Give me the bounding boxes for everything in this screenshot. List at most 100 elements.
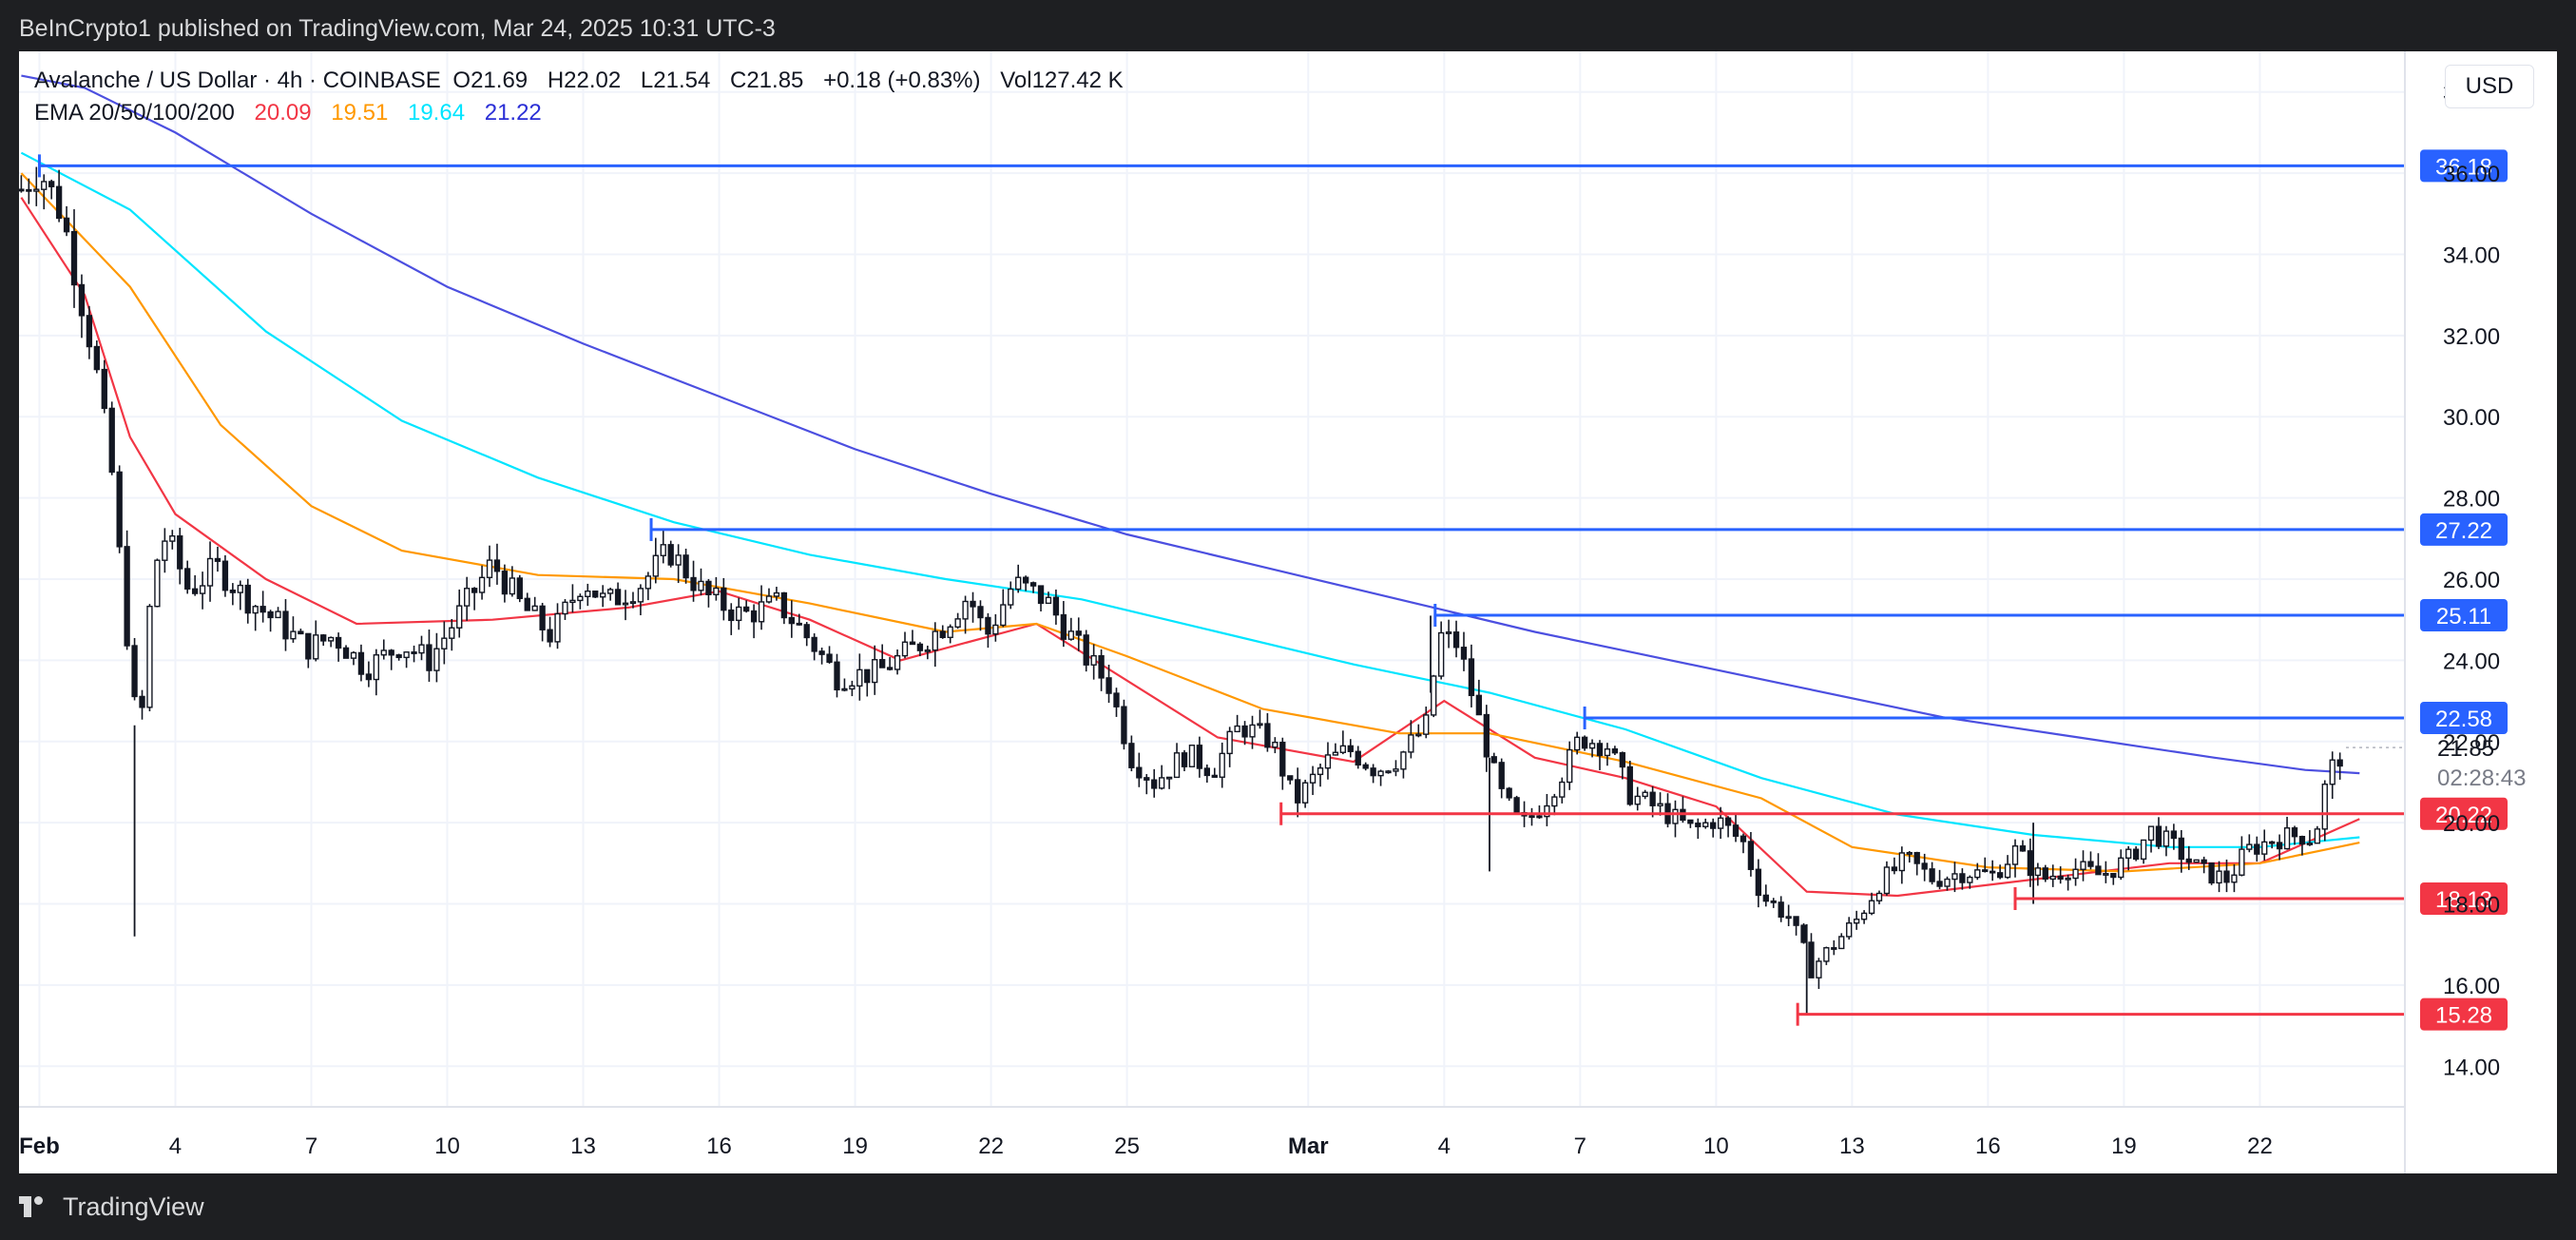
candle-body: [282, 610, 289, 640]
candle-body: [2155, 825, 2163, 847]
candle-body: [2019, 844, 2027, 852]
candle: [1951, 862, 1958, 893]
candle-body: [2298, 836, 2306, 845]
currency-selector[interactable]: USD: [2445, 65, 2534, 108]
candle-body: [1052, 596, 1060, 616]
candle: [1724, 816, 1732, 838]
candle-body: [592, 590, 599, 598]
candle: [1929, 862, 1935, 885]
candle-body: [1619, 751, 1626, 768]
x-tick-label: 22: [2247, 1133, 2273, 1159]
candle-body: [1452, 631, 1460, 649]
candle-body: [2057, 875, 2064, 881]
candle: [275, 607, 281, 619]
candle: [456, 589, 463, 638]
candle-body: [2254, 843, 2260, 855]
candle: [2268, 841, 2276, 849]
ema100-value: 19.64: [407, 100, 466, 126]
candle-body: [1528, 815, 1535, 819]
candle: [486, 545, 493, 588]
candle-body: [1008, 588, 1014, 606]
candle: [2239, 836, 2245, 877]
x-tick-label: 7: [305, 1133, 317, 1159]
candle: [2072, 858, 2079, 886]
candle-body: [1823, 947, 1830, 962]
x-tick-label: 19: [842, 1133, 868, 1159]
candle: [1060, 601, 1067, 648]
y-tick-label: 32.00: [2443, 324, 2500, 350]
candle-body: [365, 673, 373, 681]
candle-body: [1211, 774, 1218, 778]
candle: [585, 583, 591, 607]
candle-body: [780, 591, 788, 619]
candle: [1800, 922, 1807, 944]
candle-body: [1460, 647, 1468, 660]
candle-body: [139, 695, 145, 708]
candle-body: [1906, 851, 1913, 855]
candle-body: [2208, 862, 2215, 884]
candle: [471, 587, 478, 610]
candle: [267, 610, 274, 632]
candle-body: [939, 630, 946, 639]
resistance-level-label-bg: [2420, 513, 2508, 546]
candle: [2321, 780, 2328, 842]
candle: [1385, 769, 1392, 774]
high-value: 22.02: [564, 68, 622, 93]
chart-legend: Avalanche / US Dollar · 4h · COINBASE O2…: [34, 65, 1137, 129]
candle-body: [93, 345, 101, 371]
candle: [2163, 825, 2170, 857]
candle-body: [214, 557, 221, 562]
ema20-value: 20.09: [254, 100, 312, 126]
candle: [1944, 876, 1951, 891]
candle-body: [1875, 892, 1883, 901]
candle-body: [1287, 775, 1294, 781]
candle-body: [2283, 827, 2291, 850]
candle-body: [1596, 743, 1604, 757]
price-chart[interactable]: 36.18 27.22 25.11 22.58 20.22 18.13 15.28 21.85…: [19, 51, 2557, 1173]
candle: [1347, 739, 1354, 758]
y-tick-label: 14.00: [2443, 1055, 2500, 1080]
candle: [1559, 777, 1566, 804]
candle-body: [1188, 745, 1196, 767]
candle-body: [1860, 912, 1868, 920]
candle-body: [41, 181, 48, 190]
candle: [327, 636, 335, 648]
candle-body: [1408, 734, 1414, 753]
candle-body: [2193, 859, 2200, 863]
candle-body: [55, 185, 63, 220]
candle: [872, 645, 878, 695]
candle: [1581, 735, 1588, 751]
candle-body: [327, 636, 335, 642]
support-level-label-bg: [2420, 882, 2508, 915]
candle-body: [750, 610, 758, 623]
candle: [1990, 860, 1996, 882]
resistance-level-label: 25.11: [2436, 604, 2491, 630]
candle: [282, 599, 289, 651]
chart-panel[interactable]: 36.18 27.22 25.11 22.58 20.22 18.13 15.28 21.85…: [19, 51, 2557, 1173]
candle: [1151, 768, 1158, 798]
candle: [191, 574, 199, 596]
candle: [169, 530, 176, 550]
candle: [146, 604, 153, 712]
candle-body: [335, 636, 342, 649]
candle-body: [849, 685, 855, 690]
candle: [305, 632, 312, 668]
candle-body: [1128, 743, 1135, 768]
candle: [124, 530, 130, 650]
candle-body: [19, 188, 25, 192]
candle: [742, 600, 750, 613]
candle-body: [2027, 850, 2034, 877]
candle: [629, 591, 637, 609]
candle-body: [1045, 596, 1052, 605]
candle-body: [357, 651, 365, 675]
candle: [1574, 731, 1581, 755]
candle: [78, 274, 86, 339]
candle: [1400, 750, 1407, 779]
candle-body: [441, 637, 448, 649]
ema-line-ema100: [20, 151, 2360, 848]
candle: [841, 678, 848, 692]
candle-body: [1996, 872, 2004, 879]
candle-body: [1377, 770, 1384, 777]
candle-body: [2336, 759, 2343, 767]
candle: [1996, 864, 2004, 880]
